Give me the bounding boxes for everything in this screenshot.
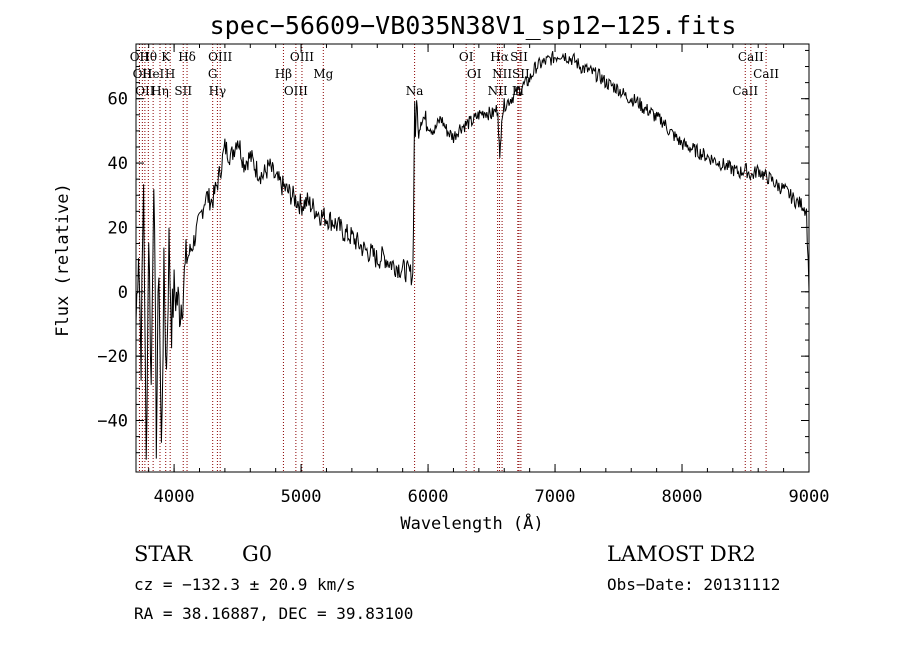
y-tick-label: −40 [97, 412, 128, 432]
x-tick-label: 4000 [154, 487, 195, 507]
x-tick-label: 8000 [662, 487, 703, 507]
x-tick-label: 9000 [789, 487, 830, 507]
spectrum-line [135, 50, 810, 460]
line-label: Hβ [275, 67, 292, 81]
axis-ticks: 4000 5000 6000 7000 8000 9000 −40 −20 0 20 40 60 [97, 44, 829, 507]
object-subclass: G0 [242, 542, 272, 566]
y-tick-label: −20 [97, 347, 128, 367]
line-label: CaII [732, 84, 758, 98]
redshift-text: cz = −132.3 ± 20.9 km/s [134, 575, 356, 594]
line-label: OIII [290, 50, 314, 64]
line-label: SII [174, 84, 192, 98]
line-label: SII [512, 67, 530, 81]
line-label: NII [492, 67, 512, 81]
x-tick-label: 6000 [408, 487, 449, 507]
line-label: Na [406, 84, 424, 98]
line-label: H [165, 67, 175, 81]
obs-date-text: Obs−Date: 20131112 [607, 575, 780, 594]
y-tick-label: 40 [108, 154, 128, 174]
y-tick-label: 60 [108, 90, 128, 110]
object-class: STAR [134, 542, 193, 566]
line-label: Hα [490, 50, 509, 64]
x-tick-label: 7000 [535, 487, 576, 507]
x-tick-label: 5000 [281, 487, 322, 507]
line-label: OIII [284, 84, 308, 98]
line-label: Hγ [209, 84, 227, 98]
plot-frame [135, 43, 810, 473]
line-label: Hη [151, 84, 169, 98]
line-label: HeI [142, 67, 165, 81]
line-label: Hδ [178, 50, 196, 64]
line-label: OI [459, 50, 474, 64]
spectral-line-markers: OIIOIIOIIHθHeIHηKHSIIHδGHγOIIIHβOIIIOIII… [130, 44, 779, 472]
x-axis-label: Wavelength (Å) [400, 512, 543, 534]
line-label: Mg [313, 67, 333, 81]
line-label: SII [510, 50, 528, 64]
line-label: NII [488, 84, 508, 98]
line-label: CaII [738, 50, 764, 64]
line-label: OI [467, 67, 482, 81]
line-label: OIII [208, 50, 232, 64]
line-label: CaII [753, 67, 779, 81]
coordinates-text: RA = 38.16887, DEC = 39.83100 [134, 604, 413, 623]
line-label: Li [512, 84, 524, 98]
chart-title: spec−56609−VB035N38V1_sp12−125.fits [210, 11, 737, 40]
y-axis-label: Flux (relative) [53, 183, 73, 337]
survey-label: LAMOST DR2 [607, 542, 756, 566]
line-label: G [208, 67, 218, 81]
line-label: OII [133, 67, 153, 81]
line-label: K [161, 50, 171, 64]
y-tick-label: 0 [118, 283, 128, 303]
line-label: Hθ [139, 50, 157, 64]
line-label: OII [135, 84, 155, 98]
plot-border [135, 43, 810, 473]
y-tick-label: 20 [108, 218, 128, 238]
